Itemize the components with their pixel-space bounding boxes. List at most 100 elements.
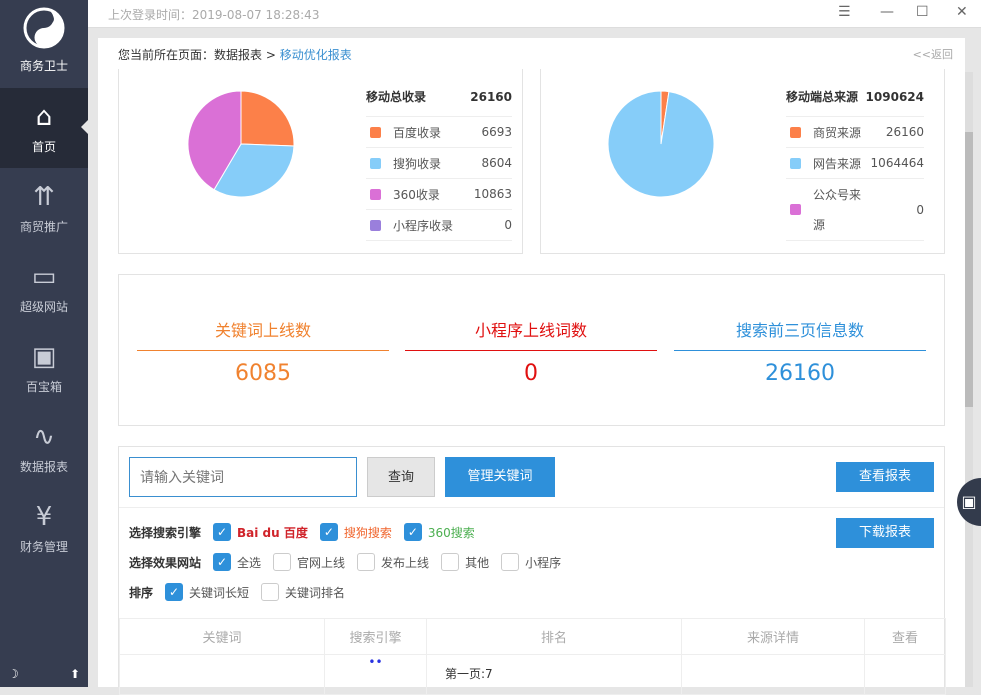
option-label: 小程序 (525, 555, 562, 570)
legend-value: 26160 (885, 125, 924, 139)
legend-value: 8604 (481, 156, 512, 170)
checkbox[interactable] (501, 553, 520, 571)
scrollbar[interactable] (965, 72, 973, 687)
legend-label: 360收录 (393, 187, 440, 202)
checkbox[interactable]: ✓ (213, 553, 232, 571)
pie-slice[interactable] (213, 143, 295, 198)
sort-option[interactable]: 关键词排名 (261, 583, 345, 601)
col-view: 查看 (864, 618, 946, 655)
sidebar-item-promotion[interactable]: ⇈ 商贸推广 (0, 168, 88, 248)
legend-title: 移动端总来源 (786, 90, 859, 104)
col-rank: 排名 (426, 618, 682, 655)
pie-slice[interactable] (240, 90, 295, 147)
option-label: 全选 (237, 555, 262, 570)
legend-total: 26160 (470, 90, 512, 104)
legend-item[interactable]: 搜狗收录 8604 (366, 148, 512, 179)
site-option[interactable]: ✓ 全选 (213, 553, 261, 571)
legend-label: 商贸来源 (813, 125, 862, 140)
360-checkbox[interactable]: ✓ (403, 523, 422, 541)
legend-item[interactable]: 商贸来源 26160 (786, 117, 924, 148)
legend-label: 搜狗收录 (393, 156, 442, 171)
stats-card: 关键词上线数 6085 小程序上线词数 0 搜索前三页信息数 26160 (118, 274, 945, 426)
site-filter-row: 选择效果网站 ✓ 全选 官网上线 发布上线 其他 小程序 (129, 553, 573, 571)
legend-item[interactable]: 360收录 10863 (366, 179, 512, 210)
sidebar-item-finance[interactable]: ¥ 财务管理 (0, 488, 88, 568)
stat-value: 6085 (235, 361, 291, 386)
table-row: •• 第一页:7 (119, 654, 946, 695)
legend-item[interactable]: 网告来源 1064464 (786, 148, 924, 179)
stat-value: 0 (524, 361, 538, 386)
source-pie-chart (607, 90, 715, 198)
baidu-logo: Bai du 百度 (237, 525, 308, 540)
pie-slice[interactable] (187, 90, 242, 191)
stat-label: 关键词上线数 (137, 315, 389, 351)
sidebar-item-home[interactable]: ⌂ 首页 (0, 88, 88, 168)
back-link[interactable]: <<返回 (912, 48, 953, 61)
legend-value: 0 (916, 202, 924, 217)
legend-label: 百度收录 (393, 125, 442, 140)
breadcrumb-prefix: 您当前所在页面：数据报表 > (118, 48, 276, 62)
maximize-icon[interactable]: ☐ (916, 4, 929, 20)
home-icon: ⌂ (35, 102, 53, 132)
tree-arrows-icon: ⇈ (33, 182, 55, 212)
legend-total: 1090624 (865, 90, 924, 104)
sort-option[interactable]: ✓ 关键词长短 (165, 583, 249, 601)
checkbox[interactable] (261, 583, 280, 601)
download-report-button[interactable]: 下载报表 (836, 518, 934, 548)
legend-value: 0 (504, 218, 512, 232)
checkbox[interactable] (441, 553, 460, 571)
keyword-search-input[interactable] (129, 457, 357, 497)
sidebar-item-label: 首页 (31, 140, 56, 154)
legend-item[interactable]: 小程序收录 0 (366, 210, 512, 241)
legend-swatch (790, 204, 801, 215)
rank-cell: 第一页:7 (426, 654, 682, 695)
logo-icon (23, 7, 65, 49)
results-table: 关键词 搜索引擎 排名 来源详情 查看 •• 第一页:7 (119, 618, 946, 695)
option-label: 其他 (465, 555, 490, 570)
checkbox[interactable] (357, 553, 376, 571)
site-option[interactable]: 小程序 (501, 553, 561, 571)
breadcrumb-current[interactable]: 移动优化报表 (279, 48, 352, 62)
upload-arrow-icon[interactable]: ⬆ (69, 667, 80, 681)
sort-label: 排序 (129, 585, 154, 600)
checkbox[interactable] (273, 553, 292, 571)
sidebar-item-website[interactable]: ▭ 超级网站 (0, 248, 88, 328)
index-legend: 移动总收录 26160 百度收录 6693 搜狗收录 8604 360收录 10863 小程序… (366, 77, 512, 241)
col-source: 来源详情 (681, 618, 865, 655)
sogou-checkbox[interactable]: ✓ (319, 523, 338, 541)
sidebar-item-reports[interactable]: ∿ 数据报表 (0, 408, 88, 488)
360-logo: 360搜索 (427, 525, 475, 540)
col-keyword: 关键词 (119, 618, 325, 655)
pie-slice[interactable] (607, 90, 715, 198)
scrollbar-thumb[interactable] (965, 132, 973, 407)
checkbox[interactable]: ✓ (165, 583, 184, 601)
legend-item[interactable]: 百度收录 6693 (366, 117, 512, 148)
main-panel: 您当前所在页面：数据报表 > 移动优化报表 <<返回 移动总收录 26160 百度… (98, 38, 965, 695)
moon-icon[interactable]: ☽ (8, 667, 19, 681)
option-label: 官网上线 (297, 555, 346, 570)
sidebar-item-label: 商贸推广 (19, 220, 68, 234)
logo: 商务卫士 (0, 0, 88, 88)
monitor-icon: ▭ (31, 262, 57, 292)
sidebar-item-toolbox[interactable]: ▣ 百宝箱 (0, 328, 88, 408)
col-engine: 搜索引擎 (324, 618, 427, 655)
stat-label: 搜索前三页信息数 (674, 315, 926, 351)
legend-swatch (370, 188, 381, 200)
stat-miniprogram-words: 小程序上线词数 0 (405, 315, 657, 386)
option-label: 关键词排名 (285, 585, 346, 600)
baidu-paw-icon: •• (324, 654, 427, 695)
legend-item[interactable]: 公众号来源 0 (786, 179, 924, 241)
baidu-checkbox[interactable]: ✓ (213, 523, 232, 541)
topbar: 上次登录时间：2019-08-07 18:28:43 ☰ — ☐ ✕ (88, 0, 981, 28)
view-report-button[interactable]: 查看报表 (836, 462, 934, 492)
legend-swatch (370, 126, 381, 138)
legend-label: 公众号来源 (813, 187, 862, 232)
close-icon[interactable]: ✕ (956, 4, 968, 20)
minimize-icon[interactable]: — (880, 4, 894, 20)
site-option[interactable]: 官网上线 (273, 553, 345, 571)
manage-keywords-button[interactable]: 管理关键词 (445, 457, 555, 497)
site-option[interactable]: 其他 (441, 553, 489, 571)
site-option[interactable]: 发布上线 (357, 553, 429, 571)
query-button[interactable]: 查询 (367, 457, 435, 497)
menu-icon[interactable]: ☰ (838, 4, 851, 20)
